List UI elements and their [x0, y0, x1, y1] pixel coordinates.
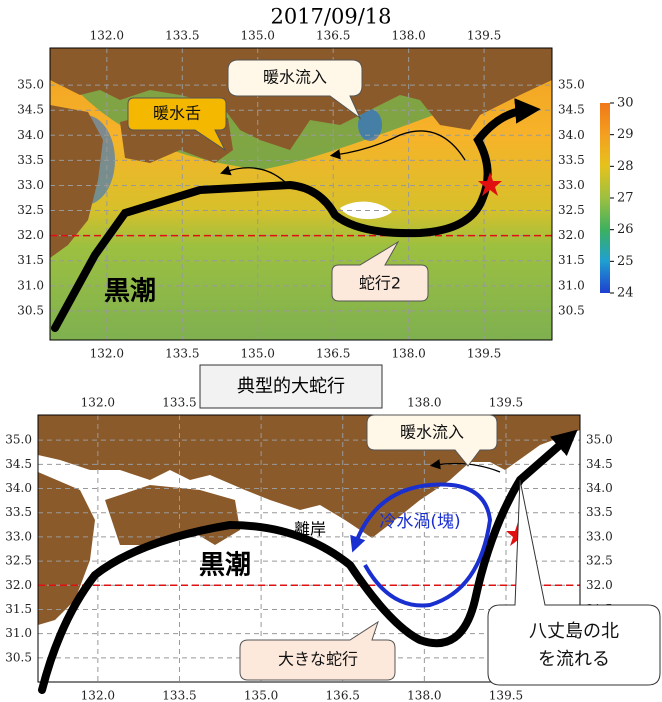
y-tick-label: 33.0 — [5, 529, 32, 543]
x-tick-label: 132.0 — [81, 689, 115, 702]
flow-arrow — [329, 130, 466, 161]
x-tick-label: 139.5 — [489, 689, 523, 702]
y-tick-label: 34.5 — [17, 103, 44, 117]
y-tick-label: 32.0 — [558, 228, 585, 242]
x-tick-label: 139.5 — [467, 347, 501, 361]
callout — [331, 240, 429, 302]
x-tick-label: 132.0 — [90, 29, 124, 43]
colorbar-tick-label: 29 — [617, 127, 634, 142]
annotation: 蛇行2 — [359, 274, 401, 293]
x-tick-label: 135.0 — [241, 347, 275, 361]
map-frame — [49, 47, 553, 341]
annotation: 暖水舌 — [153, 104, 201, 123]
x-tick-label: 135.0 — [241, 29, 275, 43]
y-tick-label: 34.0 — [5, 481, 32, 495]
hachijo-marker — [478, 172, 502, 196]
y-tick-label: 33.5 — [586, 505, 613, 519]
x-tick-label: 138.0 — [391, 347, 425, 361]
y-tick-label: 30.5 — [5, 650, 32, 664]
y-tick-label: 32.0 — [17, 228, 44, 242]
x-tick-label: 136.5 — [326, 689, 360, 702]
annotation: 大きな蛇行 — [278, 650, 358, 669]
y-tick-label: 30.5 — [558, 303, 585, 317]
y-tick-label: 31.0 — [5, 626, 32, 640]
kuroshio-path — [51, 98, 541, 332]
annotation: 冷水渦(塊) — [379, 512, 460, 532]
callout — [366, 414, 498, 467]
cold-patch — [358, 109, 382, 141]
y-tick-label: 33.5 — [5, 505, 32, 519]
x-tick-label: 139.5 — [467, 29, 501, 43]
y-tick-label: 31.5 — [558, 253, 585, 267]
y-tick-label: 33.0 — [558, 178, 585, 192]
colorbar — [600, 103, 610, 293]
colorbar-tick-label: 24 — [617, 286, 634, 301]
y-tick-label: 33.0 — [17, 178, 44, 192]
y-tick-label: 31.5 — [5, 602, 32, 616]
y-tick-label: 34.5 — [558, 103, 585, 117]
colorbar-tick-label: 26 — [617, 222, 634, 237]
annotation: 暖水流入 — [400, 423, 464, 442]
y-tick-label: 35.0 — [17, 78, 44, 92]
colorbar-tick-label: 27 — [617, 191, 634, 206]
y-tick-label: 33.5 — [17, 153, 44, 167]
y-tick-label: 34.0 — [586, 481, 613, 495]
callout — [227, 59, 363, 120]
x-tick-label: 138.0 — [391, 29, 425, 43]
y-tick-label: 34.5 — [586, 457, 613, 471]
y-tick-label: 31.0 — [17, 278, 44, 292]
kuroshio-label: 黒潮 — [104, 277, 156, 307]
kuroshio-path — [38, 429, 578, 694]
flow-arrow — [220, 165, 286, 183]
y-tick-label: 35.0 — [558, 78, 585, 92]
x-tick-label: 138.0 — [407, 396, 441, 410]
y-tick-label: 31.0 — [558, 278, 585, 292]
y-tick-label: 32.5 — [17, 203, 44, 217]
x-tick-label: 139.5 — [489, 396, 523, 410]
kuroshio-label: 黒潮 — [199, 551, 251, 581]
map-frame — [37, 414, 581, 683]
x-tick-label: 136.5 — [316, 347, 350, 361]
y-tick-label: 30.5 — [17, 303, 44, 317]
callout — [127, 97, 227, 152]
y-tick-label: 32.0 — [5, 578, 32, 592]
colorbar-tick-label: 30 — [617, 96, 634, 111]
x-tick-label: 133.5 — [165, 347, 199, 361]
y-tick-label: 35.0 — [5, 433, 32, 447]
y-tick-label: 34.5 — [5, 457, 32, 471]
land — [50, 48, 552, 258]
y-tick-label: 32.5 — [586, 554, 613, 568]
x-tick-label: 135.0 — [244, 689, 278, 702]
x-tick-label: 138.0 — [407, 689, 441, 702]
annotation: 離岸 — [294, 520, 326, 539]
callout — [239, 620, 396, 681]
x-tick-label: 133.5 — [162, 396, 196, 410]
annotation: 八丈島の北 — [529, 621, 619, 642]
x-tick-label: 133.5 — [165, 29, 199, 43]
x-tick-label: 133.5 — [162, 689, 196, 702]
y-tick-label: 35.0 — [586, 433, 613, 447]
cold-eddy-loop — [350, 482, 493, 608]
callout — [487, 479, 661, 686]
y-tick-label: 32.5 — [5, 554, 32, 568]
y-tick-label: 31.5 — [17, 253, 44, 267]
y-tick-label: 34.0 — [17, 128, 44, 142]
section-label: 典型的大蛇行 — [237, 376, 345, 397]
x-tick-label: 136.5 — [316, 29, 350, 43]
y-tick-label: 34.0 — [558, 128, 585, 142]
y-tick-label: 32.0 — [586, 578, 613, 592]
section-label-box — [199, 364, 383, 409]
y-tick-label: 33.5 — [558, 153, 585, 167]
colorbar-tick-label: 25 — [617, 254, 634, 269]
y-tick-label: 32.5 — [558, 203, 585, 217]
x-tick-label: 132.0 — [90, 347, 124, 361]
colorbar-tick-label: 28 — [617, 159, 634, 174]
y-tick-label: 33.0 — [586, 529, 613, 543]
annotation: を流れる — [538, 649, 610, 670]
annotation: 暖水流入 — [263, 68, 327, 87]
map-title: 2017/09/18 — [270, 5, 391, 29]
x-tick-label: 132.0 — [81, 396, 115, 410]
